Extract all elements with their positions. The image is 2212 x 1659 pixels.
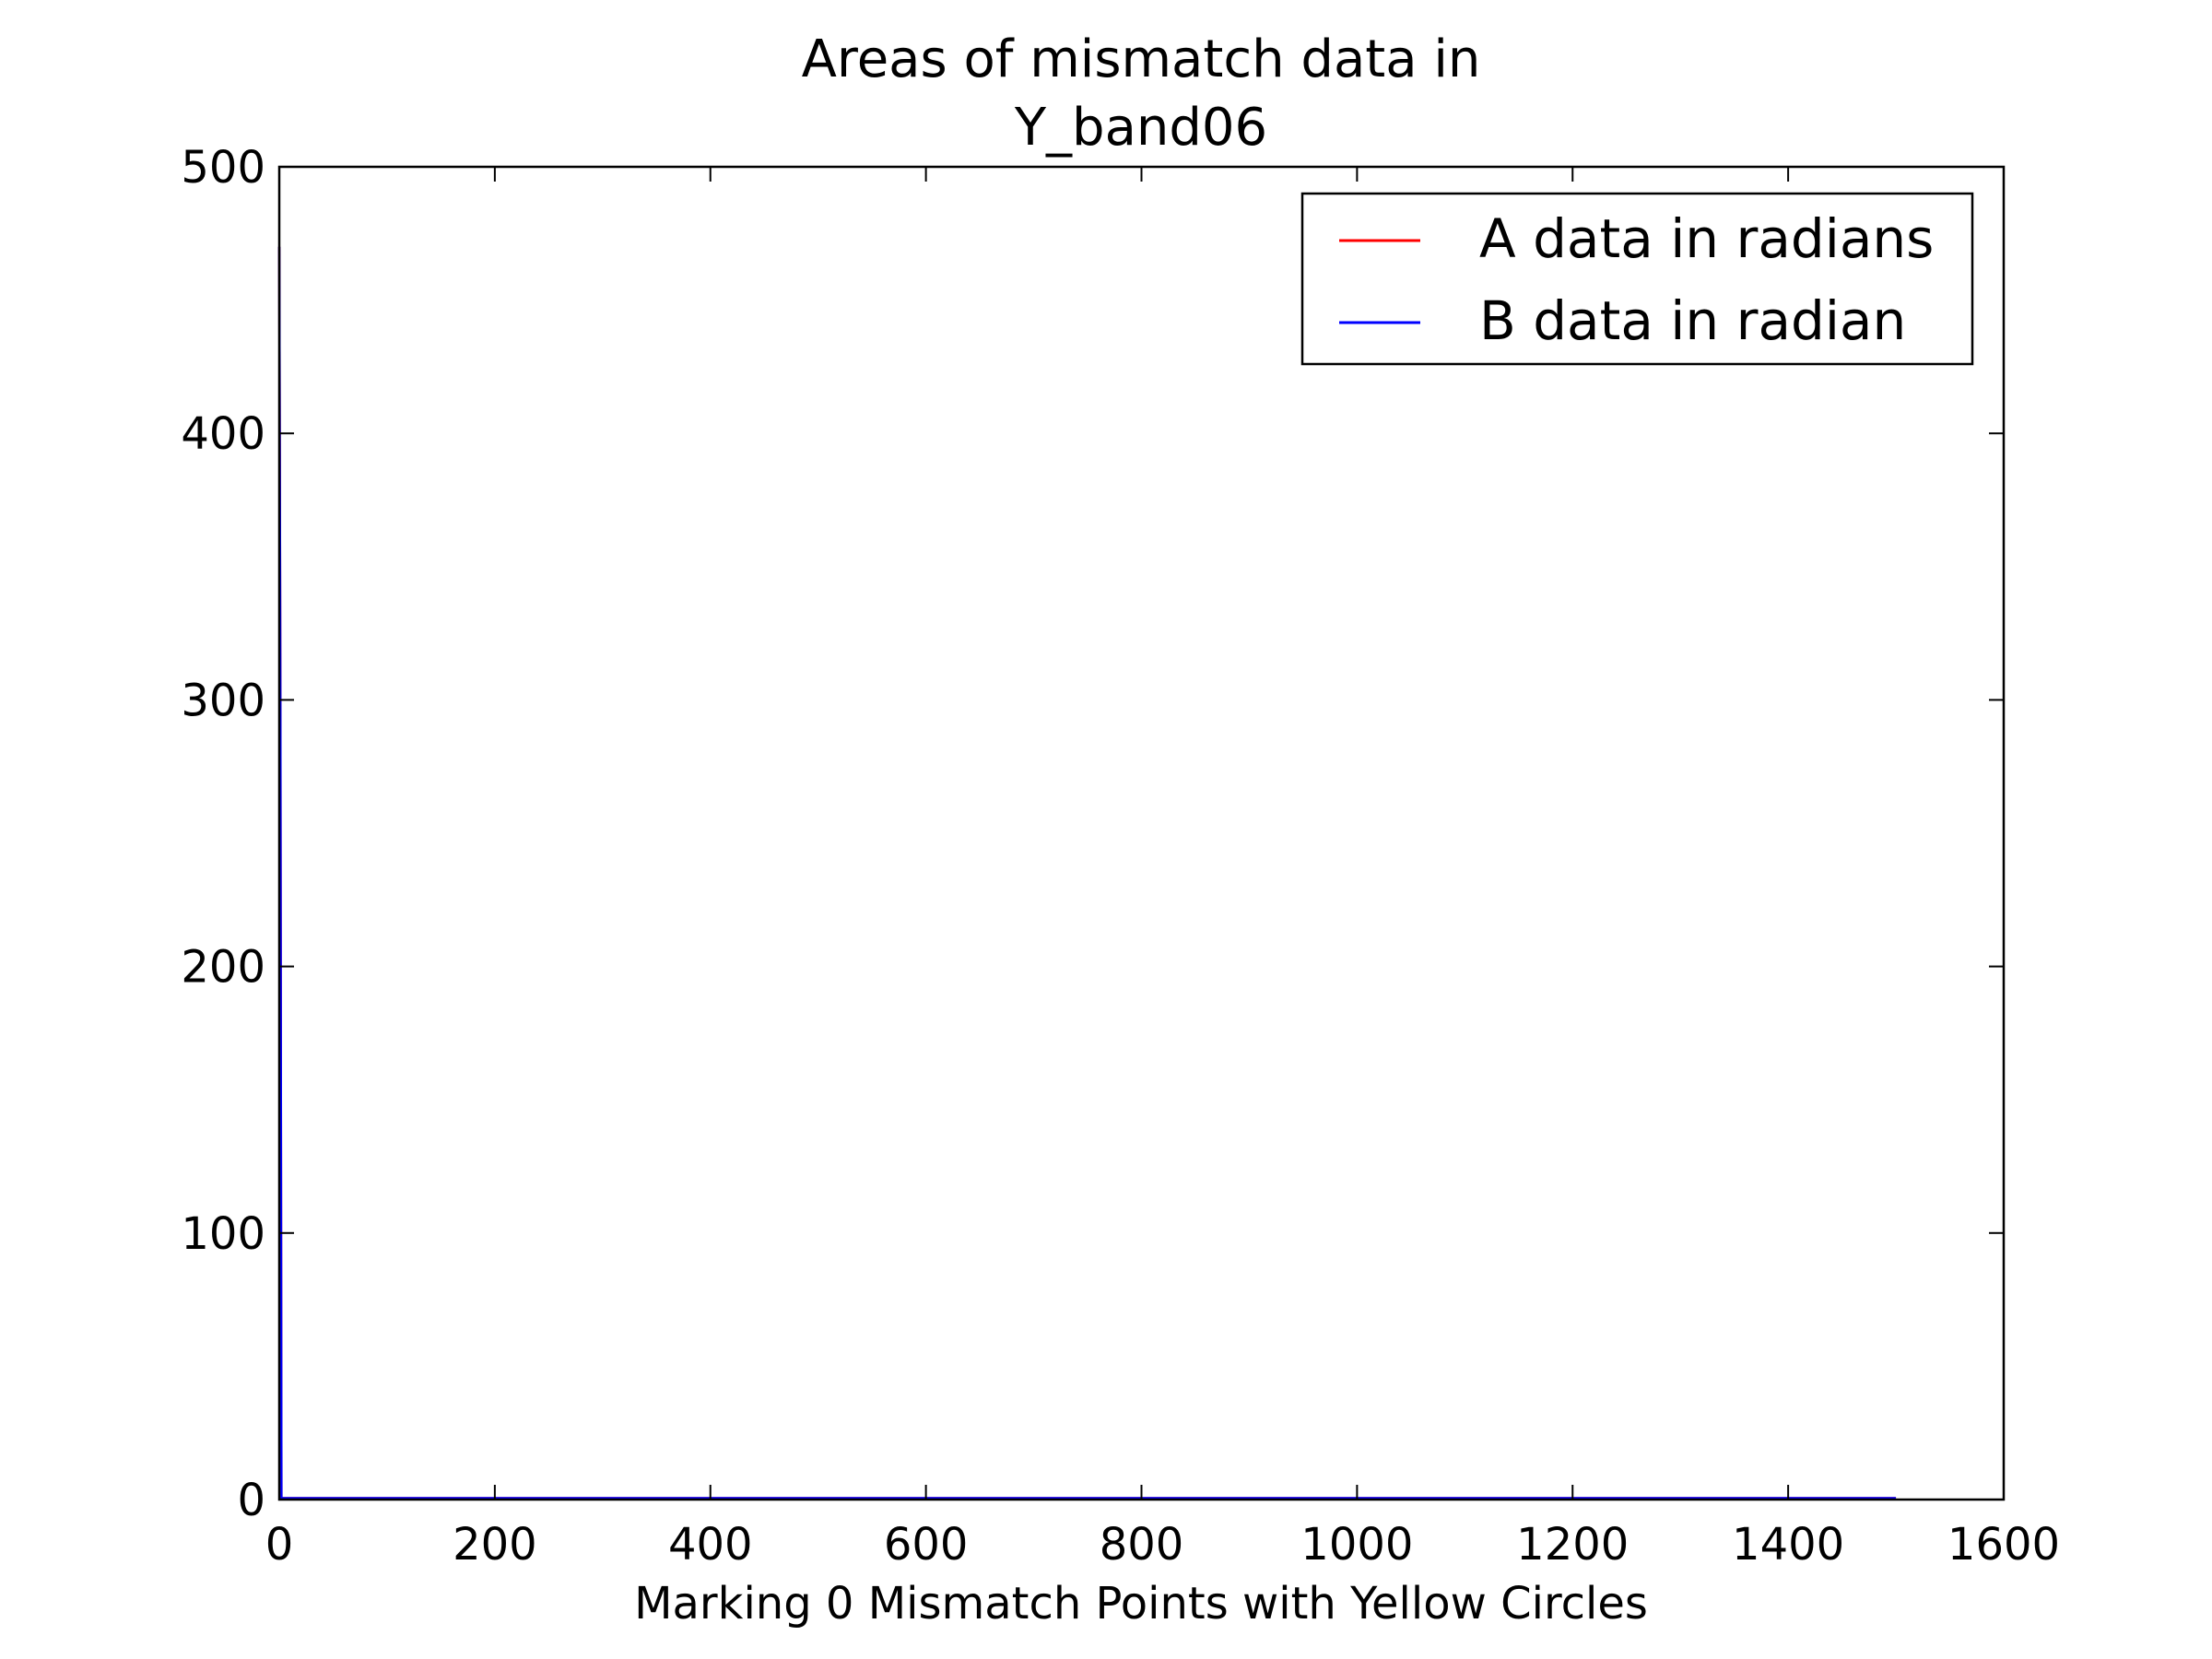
x-tick-label: 1400	[1732, 1519, 1844, 1571]
y-tick-label: 200	[181, 942, 265, 994]
x-tick-label: 600	[884, 1519, 969, 1571]
legend-label-series-b: B data in radian	[1479, 289, 1906, 352]
x-tick-label: 1000	[1300, 1519, 1413, 1571]
legend-box	[1300, 192, 1974, 366]
x-tick-label: 1200	[1516, 1519, 1629, 1571]
y-tick-label: 400	[181, 408, 265, 460]
legend-label-series-a: A data in radians	[1479, 207, 1934, 270]
x-tick-label: 400	[668, 1519, 753, 1571]
chart-title-line-2: Y_band06	[1014, 98, 1267, 158]
plot-area: 0 200 400 600 800 1000 1200 1400 1600 0 100 200 300 4…	[181, 142, 2060, 1571]
y-tick-label: 500	[181, 142, 265, 194]
legend: A data in radians B data in radian	[1300, 192, 1974, 366]
x-tick-label: 200	[453, 1519, 537, 1571]
ticks-layer: 0 200 400 600 800 1000 1200 1400 1600 0 100 200 300 4…	[181, 142, 2060, 1571]
x-tick-label: 800	[1100, 1519, 1184, 1571]
x-tick-label: 1600	[1947, 1519, 2060, 1571]
y-tick-label: 100	[181, 1208, 265, 1260]
x-tick-label: 0	[265, 1519, 294, 1571]
y-tick-label: 0	[237, 1475, 265, 1526]
plot-background	[279, 167, 2004, 1500]
y-tick-label: 300	[181, 675, 265, 726]
x-axis-label: Marking 0 Mismatch Points with Yellow Ci…	[634, 1578, 1648, 1630]
chart-title-line-1: Areas of mismatch data in	[802, 29, 1481, 89]
